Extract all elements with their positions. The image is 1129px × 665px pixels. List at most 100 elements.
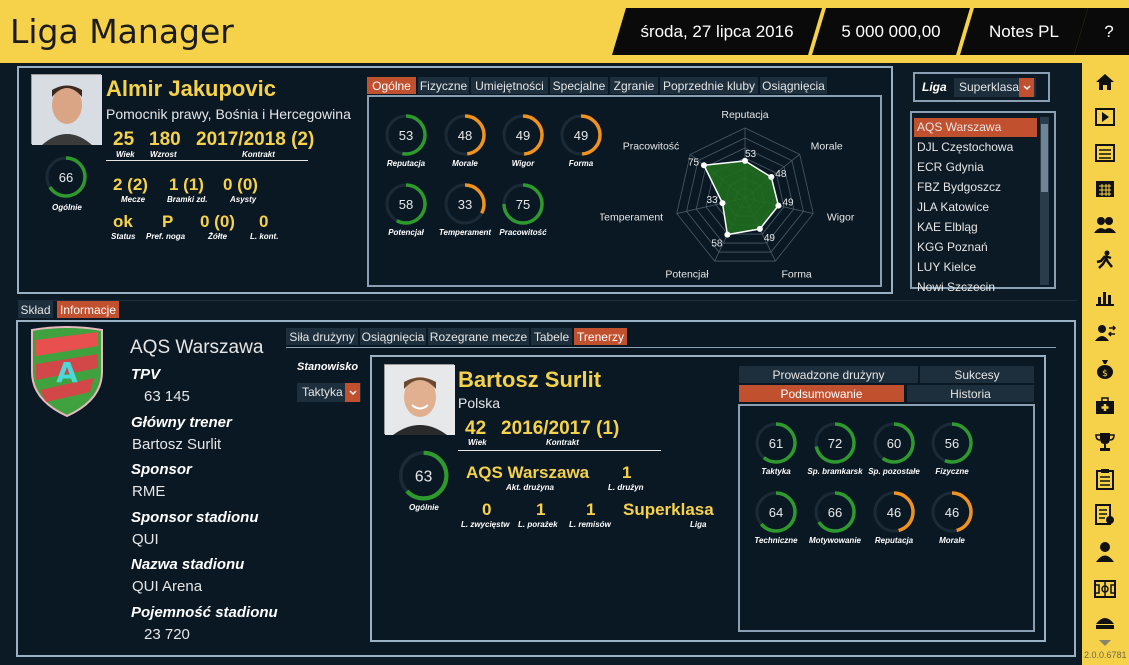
player-attr-ring: 49 — [558, 112, 604, 158]
player-position: Pomocnik prawy, Bośnia i Hercegowina — [106, 106, 351, 122]
league-label: Liga — [922, 80, 947, 94]
player-matches: 2 (2) — [113, 175, 148, 194]
club-list-item[interactable]: DJL Częstochowa — [917, 140, 1014, 154]
manager-icon[interactable] — [1092, 540, 1118, 564]
player-attr-ring-value: 49 — [573, 127, 589, 143]
player-attr-ring-label: Reputacja — [386, 159, 426, 168]
club-field-value: QUI Arena — [132, 578, 203, 595]
coach-attr-ring-value: 46 — [944, 504, 960, 520]
medical-icon[interactable] — [1092, 394, 1118, 418]
club-list-item[interactable]: LUY Kielce — [917, 260, 977, 274]
money-button[interactable]: 5 000 000,00 — [812, 8, 970, 55]
calendar-icon[interactable] — [1092, 177, 1118, 201]
player-attr-ring: 53 — [383, 112, 429, 158]
calendar-list-icon[interactable] — [1092, 141, 1118, 165]
player-attr-ring-value: 33 — [457, 196, 473, 212]
pitch-icon[interactable] — [1092, 577, 1118, 601]
tab-information[interactable]: Informacje — [57, 301, 119, 318]
attributes-box — [367, 95, 882, 287]
club-list-item[interactable]: Nowi Szczecin — [917, 280, 996, 291]
club-list-scrollbar[interactable] — [1040, 117, 1049, 285]
report-icon[interactable] — [1092, 503, 1118, 527]
player-foot: P — [162, 212, 174, 231]
radar-point — [768, 174, 775, 181]
tab-squad[interactable]: Skład — [18, 301, 53, 318]
chevron-down-icon[interactable] — [345, 383, 360, 402]
player-attr-ring: 49 — [500, 112, 546, 158]
player-contract: 2017/2018 (2) — [196, 129, 315, 150]
stadium-icon[interactable] — [1092, 611, 1118, 635]
play-icon[interactable] — [1092, 105, 1118, 129]
transfers-icon[interactable] — [1092, 321, 1118, 345]
coach-league: Superklasa — [623, 500, 714, 519]
coach-age: 42 — [465, 418, 487, 439]
tab-matches-played[interactable]: Rozegrane mecze — [428, 328, 529, 345]
player-attr-ring: 58 — [383, 181, 429, 227]
svg-text:$: $ — [1102, 369, 1108, 379]
club-list-item[interactable]: ECR Gdynia — [917, 160, 984, 174]
player-status: ok — [113, 212, 133, 231]
radar-axis-label: Forma — [781, 269, 811, 281]
finance-bag-icon[interactable]: $ — [1092, 357, 1118, 381]
coach-attr-ring: 46 — [871, 489, 917, 535]
coach-team-label: Akt. drużyna — [506, 483, 555, 492]
tab-team-strength[interactable]: Siła drużyny — [286, 328, 358, 345]
tab-successes[interactable]: Sukcesy — [920, 366, 1034, 383]
tab-history[interactable]: Historia — [907, 385, 1034, 402]
radar-area — [702, 160, 780, 236]
tab-physical[interactable]: Fizyczne — [418, 77, 469, 94]
player-attr-ring-label: Potencjał — [388, 228, 424, 237]
tab-tables[interactable]: Tabele — [531, 328, 572, 345]
radar-value-label: 75 — [688, 157, 700, 168]
club-list-item[interactable]: FBZ Bydgoszcz — [917, 180, 1002, 194]
club-list-item[interactable]: KAE Elbląg — [917, 220, 978, 234]
position-filter-label: Stanowisko — [297, 361, 359, 373]
coach-contract: 2016/2017 (1) — [501, 418, 620, 439]
coach-draws-label: L. remisów — [569, 520, 611, 529]
player-photo — [31, 74, 102, 145]
club-field-value: QUI — [132, 530, 159, 548]
clipboard-icon[interactable] — [1092, 467, 1118, 491]
tab-led-teams[interactable]: Prowadzone drużyny — [739, 366, 918, 383]
coach-attr-ring-label: Morale — [939, 536, 965, 545]
tab-general[interactable]: Ogólne — [367, 77, 416, 94]
coach-attr-ring-label: Sp. bramkarsk — [807, 467, 863, 476]
league-dropdown[interactable]: Superklasa — [954, 78, 1036, 97]
date-button[interactable]: środa, 27 lipca 2016 — [612, 8, 822, 55]
stats-icon[interactable] — [1092, 285, 1118, 309]
coach-attr-ring-value: 64 — [768, 504, 784, 520]
training-icon[interactable] — [1092, 248, 1118, 272]
player-attr-ring-label: Temperament — [438, 228, 492, 237]
home-icon[interactable] — [1092, 70, 1118, 94]
team-icon[interactable] — [1092, 213, 1118, 237]
club-list-item[interactable]: JLA Katowice — [917, 200, 990, 214]
chevron-down-icon[interactable] — [1019, 78, 1034, 97]
radar-point — [742, 157, 748, 164]
tab-coaches[interactable]: Trenerzy — [574, 328, 627, 345]
radar-axis-label: Morale — [811, 141, 843, 153]
notes-button[interactable]: Notes PL — [960, 8, 1088, 55]
club-list-item[interactable]: AQS Warszawa — [914, 118, 1037, 137]
tab-special[interactable]: Specjalne — [550, 77, 608, 94]
club-list-item[interactable]: KGG Poznań — [917, 240, 988, 254]
tab-club-achievements[interactable]: Osiągnięcia — [360, 328, 426, 345]
club-crest: A — [31, 326, 103, 418]
player-height: 180 — [149, 129, 181, 150]
tab-summary[interactable]: Podsumowanie — [739, 385, 904, 402]
tab-skills[interactable]: Umiejętności — [471, 77, 548, 94]
club-name: AQS Warszawa — [130, 337, 264, 358]
tab-prev-clubs[interactable]: Poprzednie kluby — [660, 77, 758, 94]
tab-achievements[interactable]: Osiągnięcia — [760, 77, 827, 94]
coach-attr-ring-label: Motywowanie — [808, 536, 861, 545]
coach-attr-ring-value: 60 — [886, 435, 902, 451]
player-attr-ring-label: Morale — [452, 159, 478, 168]
player-yellow: 0 (0) — [200, 212, 235, 231]
scroll-down-icon[interactable] — [1092, 631, 1118, 655]
coach-attr-ring-label: Techniczne — [754, 536, 798, 545]
tab-chemistry[interactable]: Zgranie — [610, 77, 658, 94]
club-field-value: 23 720 — [144, 625, 190, 643]
radar-point — [719, 200, 726, 207]
player-attr-ring-label: Pracowitość — [499, 228, 547, 237]
scrollbar-thumb[interactable] — [1041, 124, 1048, 192]
trophy-icon[interactable] — [1092, 430, 1118, 454]
